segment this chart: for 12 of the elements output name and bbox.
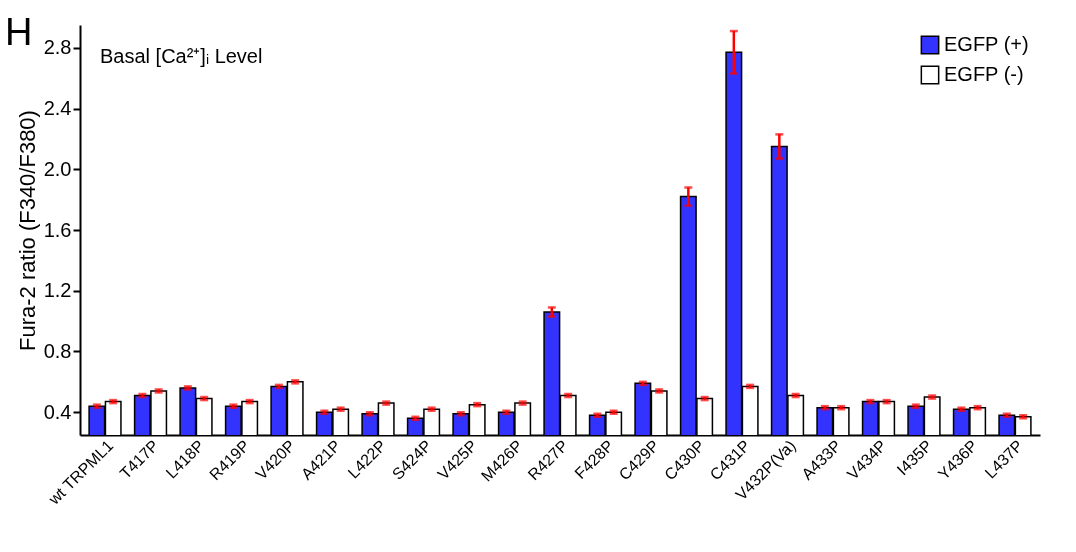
annotation: Basal [Ca²⁺]ᵢ Level [100, 45, 263, 67]
y-tick-label: 1.2 [43, 279, 72, 302]
y-tick-label: 2.8 [43, 36, 72, 59]
y-tick-label: 2.4 [43, 97, 72, 120]
y-axis-title: Fura-2 ratio (F340/F380) [14, 110, 40, 351]
legend-label: EGFP (-) [944, 63, 1024, 85]
y-tick-label: 0.4 [43, 400, 72, 423]
text: H [5, 11, 33, 53]
legend-label: EGFP (+) [944, 33, 1029, 55]
y-tick-label: 0.8 [43, 339, 72, 362]
y-tick-label: 1.6 [43, 218, 72, 241]
y-tick-label: 2.0 [43, 157, 72, 180]
